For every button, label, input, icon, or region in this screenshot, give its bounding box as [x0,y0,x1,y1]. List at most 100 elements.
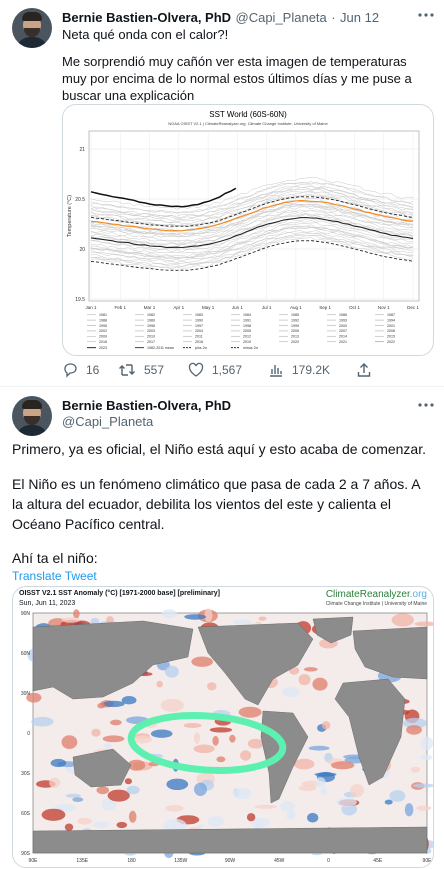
anomaly-patch [307,812,319,823]
series-line-2023 [90,187,237,208]
series-line-year [91,226,414,260]
retweet-count: 557 [144,363,165,377]
reply-button[interactable]: 16 [62,362,99,378]
anomaly-patch [103,742,113,749]
x-tick-label: Dec 1 [407,305,419,310]
anomaly-patch [110,719,122,726]
legend-label: 2000 [339,324,347,328]
series-line-year [90,194,414,227]
anomaly-patch [312,677,328,691]
anomaly-patch [73,609,80,619]
anomaly-patch [314,772,337,777]
anomaly-patch [410,766,421,773]
anomaly-patch [258,616,267,621]
anomaly-patch [65,793,81,798]
chart-subtitle: NOAA OISST V2.1 | ClimateReanalyzer.org,… [168,121,328,126]
tweet-text-para2: El Niño es un fenómeno climático que pas… [12,476,420,532]
y-tick-label: 20.5 [75,197,85,203]
lat-label: 60N [21,651,31,657]
anomaly-patch [150,729,173,738]
series-line-year [90,234,414,268]
series-line-year [90,191,414,223]
tweet-media-chart[interactable]: SST World (60S-60N) NOAA OISST V2.1 | Cli… [62,104,434,356]
anomaly-patch [96,786,110,795]
lon-label: 135E [76,858,88,864]
anomaly-patch [26,692,42,703]
map-date: Sun, Jun 11, 2023 [19,600,76,607]
tweet-media-map[interactable]: OISST V2.1 SST Anomaly (°C) [1971-2000 b… [12,586,434,868]
avatar[interactable] [12,396,52,436]
series-line-year [90,230,414,262]
anomaly-patch [281,687,300,698]
avatar[interactable] [12,8,52,48]
anomaly-patch [419,754,433,761]
translate-tweet-link[interactable]: Translate Tweet [12,569,97,583]
anomaly-patch [416,805,432,811]
legend-label: 1996 [147,324,155,328]
legend-label: plus 2σ [195,346,208,350]
legend-label: 2021 [339,340,347,344]
legend-label: 1985 [291,313,299,317]
series-line-year [90,191,414,224]
legend-label: 1991 [243,318,251,322]
anomaly-patch [414,621,433,627]
like-button[interactable]: 1,567 [188,362,242,378]
author-name[interactable]: Bernie Bastien-Olvera, PhD [62,398,232,413]
views-button[interactable]: 179.2K [268,362,330,378]
anomaly-patch [229,734,236,743]
more-options-icon[interactable] [418,12,434,18]
anomaly-patch [389,790,406,802]
x-tick-label: Oct 1 [349,305,360,310]
legend-label: 1989 [147,318,155,322]
anomaly-patch [246,813,256,822]
anomaly-patch [194,782,207,796]
north-america-landmass [197,622,314,706]
y-tick-label: 20 [79,247,85,253]
legend-label: 2016 [99,340,107,344]
author-handle[interactable]: @Capi_Planeta [235,10,327,25]
anomaly-patch [128,810,137,823]
x-tick-label: Jul 1 [262,305,272,310]
x-tick-label: Sep 1 [319,305,331,310]
author-name[interactable]: Bernie Bastien-Olvera, PhD [62,10,232,25]
series-line-year [90,210,414,243]
legend-label: 2017 [147,340,155,344]
anomaly-patch [126,785,140,795]
views-count: 179.2K [292,363,331,377]
legend-label: 2023 [99,346,107,350]
lat-label: 30N [21,691,31,697]
anomaly-patch [212,735,219,746]
anomaly-patch [207,682,217,691]
anomaly-patch [102,700,125,708]
more-options-icon[interactable] [418,402,434,408]
anomaly-patch [90,617,100,625]
x-tick-label: Nov 1 [378,305,390,310]
lon-label: 90E [29,858,39,864]
anomaly-patch [61,735,78,749]
anomaly-patch [121,696,137,705]
legend-label: 2001 [387,324,395,328]
legend-label: 2012 [243,335,251,339]
anomaly-patch [106,616,114,624]
anomaly-patch [97,703,106,709]
legend-label: 1997 [195,324,203,328]
legend-label: 1984 [243,313,251,317]
like-count: 1,567 [212,363,243,377]
legend-label: 2007 [339,329,347,333]
anomaly-patch [412,783,433,788]
anomaly-patch [321,721,331,730]
lon-label: 90E [423,858,433,864]
europe-landmass [352,626,428,680]
tweet-date[interactable]: Jun 12 [340,10,380,25]
author-handle[interactable]: @Capi_Planeta [62,414,154,429]
share-icon[interactable] [356,362,372,378]
legend-label: 2006 [291,329,299,333]
anomaly-patch [303,667,318,672]
y-tick-label: 19.5 [75,297,85,303]
legend-label: 1987 [387,313,395,317]
legend-label: 1988 [99,318,107,322]
anomaly-patch [49,777,61,788]
retweet-button[interactable]: 557 [118,362,164,378]
divider [0,386,444,387]
analytics-icon [268,362,284,378]
